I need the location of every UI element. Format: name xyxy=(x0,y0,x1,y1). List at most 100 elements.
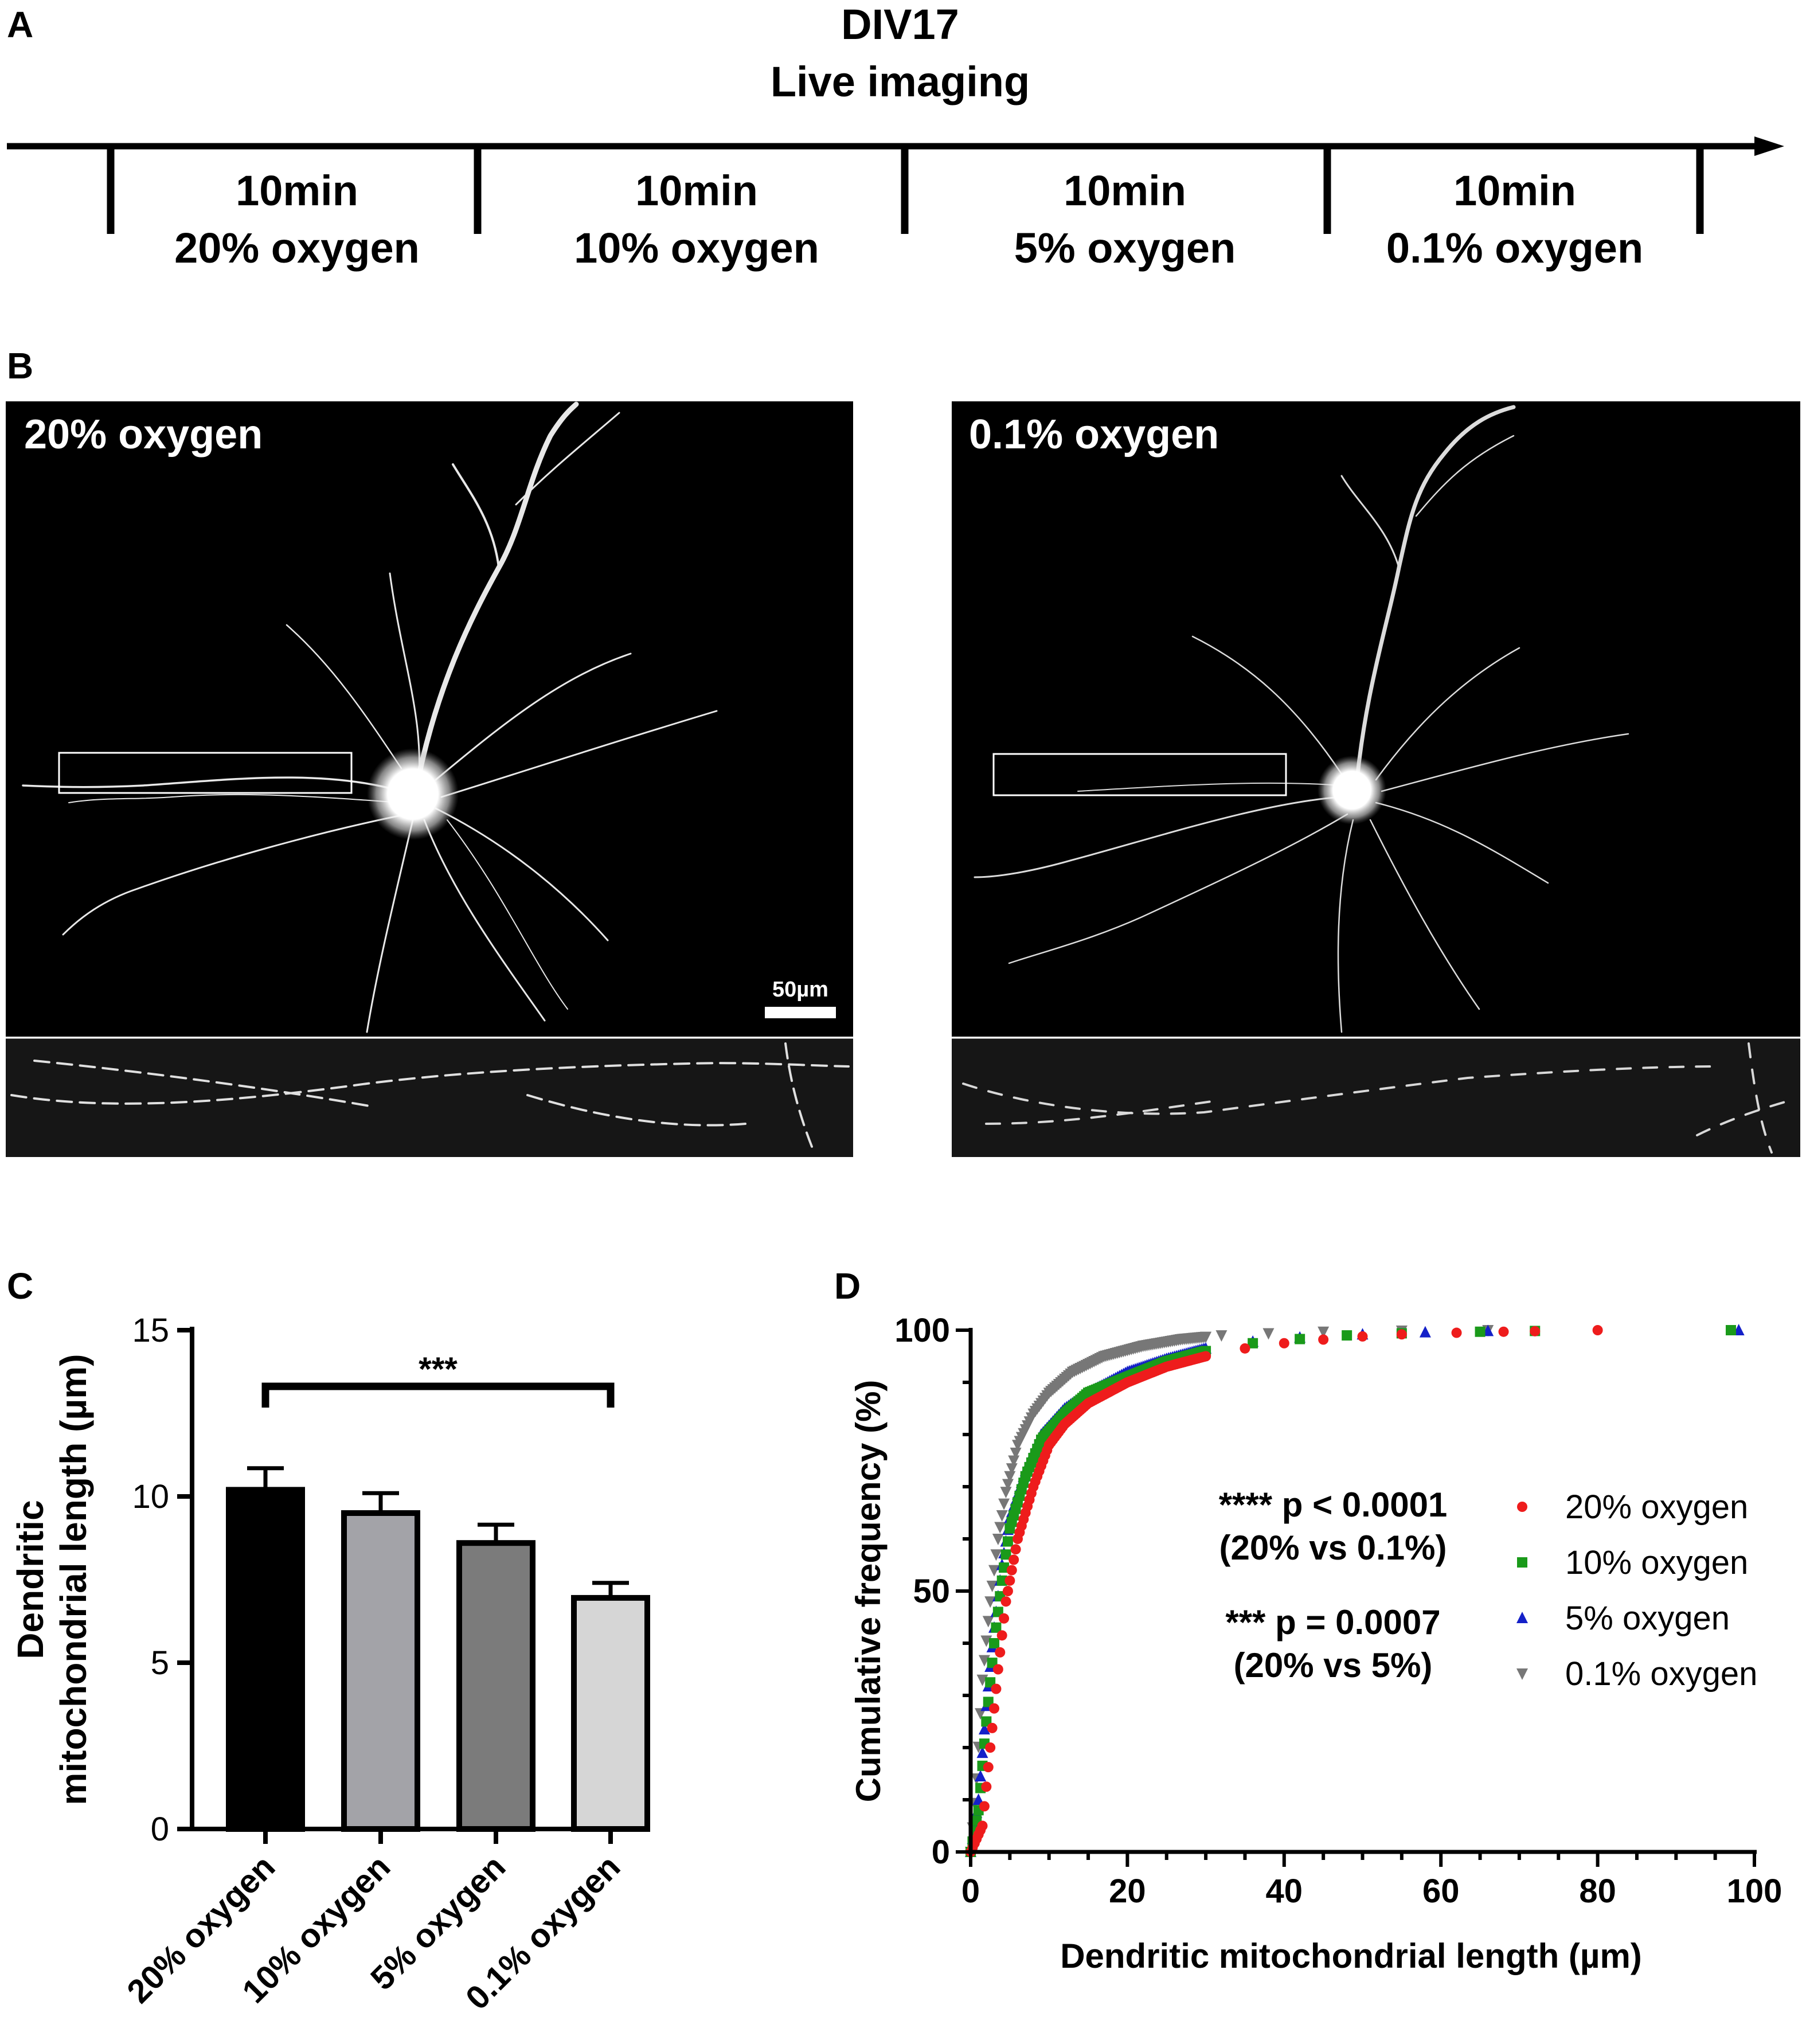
legend-label: 0.1% oxygen xyxy=(1565,1655,1757,1693)
data-point xyxy=(972,1793,984,1805)
data-point xyxy=(1000,1549,1011,1560)
panel-c-letter: C xyxy=(7,1265,33,1307)
data-point xyxy=(992,1534,1004,1545)
x-tick-label: 60 xyxy=(1422,1873,1460,1910)
data-point xyxy=(978,1723,990,1735)
phase-condition: 0.1% oxygen xyxy=(1386,224,1643,272)
data-point xyxy=(981,1781,992,1792)
data-point xyxy=(1318,1326,1330,1338)
data-point xyxy=(1215,1330,1228,1342)
phase-duration: 10min xyxy=(1064,167,1186,214)
data-point xyxy=(1006,1565,1017,1576)
data-point xyxy=(984,1596,996,1608)
data-point xyxy=(977,1820,988,1831)
data-point xyxy=(990,1549,1002,1561)
data-point xyxy=(991,1683,1002,1694)
bar xyxy=(226,1487,305,1832)
data-point xyxy=(1357,1331,1368,1342)
data-point xyxy=(1200,1331,1212,1343)
data-point xyxy=(992,1664,1003,1675)
data-point xyxy=(975,1770,987,1782)
data-point xyxy=(995,1647,1006,1658)
legend-label: 20% oxygen xyxy=(1565,1488,1748,1526)
micrograph-20-oxygen: 20% oxygen 50µm xyxy=(6,401,853,1037)
data-point xyxy=(1295,1334,1305,1345)
micrograph-label: 0.1% oxygen xyxy=(969,412,1219,458)
legend-label: 10% oxygen xyxy=(1565,1544,1748,1581)
stat-annotation: *** p = 0.0007 xyxy=(1225,1603,1440,1642)
data-point xyxy=(989,1703,1000,1714)
panel-d-letter: D xyxy=(834,1265,861,1307)
data-point xyxy=(1006,1463,1018,1475)
data-point xyxy=(1248,1338,1258,1349)
data-point xyxy=(1517,1557,1527,1568)
data-point xyxy=(1004,1471,1016,1483)
data-point xyxy=(1008,1455,1020,1467)
y-tick-label: 10 xyxy=(132,1478,169,1515)
y-tick-label: 100 xyxy=(894,1312,950,1349)
bar xyxy=(456,1540,535,1832)
scale-bar xyxy=(765,1007,836,1018)
stat-annotation: (20% vs 0.1%) xyxy=(1219,1529,1447,1567)
panel-b-letter: B xyxy=(7,345,33,386)
x-tick-label: 100 xyxy=(1727,1873,1782,1910)
data-point xyxy=(996,1575,1007,1586)
phase-condition: 20% oxygen xyxy=(174,224,420,272)
y-axis-title: Cumulative frequency (%) xyxy=(849,1380,888,1803)
data-point xyxy=(998,1498,1010,1510)
bar-chart: 0 5 10 15 Dendritic mitochondrial length (µm)… xyxy=(10,1312,650,2017)
data-point xyxy=(1262,1328,1275,1340)
panel-b: B 20% oxygen 50µ xyxy=(6,345,1800,1157)
data-point xyxy=(1475,1326,1486,1337)
panel-a: A DIV17 Live imaging 10min 20% oxygen 10… xyxy=(7,1,1784,272)
data-point xyxy=(1008,1554,1019,1565)
phase-duration: 10min xyxy=(635,167,758,214)
x-axis-title: Dendritic mitochondrial length (µm) xyxy=(1060,1937,1642,1975)
data-point xyxy=(1201,1351,1211,1362)
stat-annotation: (20% vs 5%) xyxy=(1234,1646,1433,1685)
data-point xyxy=(991,1622,1002,1633)
x-tick-label: 20 xyxy=(1109,1873,1146,1910)
significance-stars: *** xyxy=(419,1351,458,1388)
panel-a-letter: A xyxy=(7,4,33,45)
data-point xyxy=(1516,1668,1528,1680)
data-point xyxy=(1342,1330,1352,1341)
y-tick-label: 15 xyxy=(132,1312,169,1349)
data-point xyxy=(1004,1575,1015,1586)
data-point xyxy=(1498,1326,1509,1337)
bar xyxy=(341,1510,420,1832)
data-point xyxy=(979,1801,990,1812)
phase-duration: 10min xyxy=(1453,167,1576,214)
y-tick-label: 0 xyxy=(151,1811,169,1848)
data-point xyxy=(1396,1329,1407,1340)
data-point xyxy=(1318,1334,1329,1345)
data-point xyxy=(983,1762,994,1773)
series-20-oxygen xyxy=(965,1325,1603,1857)
data-point xyxy=(1002,1479,1014,1491)
phase-condition: 5% oxygen xyxy=(1014,224,1236,272)
data-point xyxy=(1530,1326,1541,1336)
data-point xyxy=(1419,1326,1431,1338)
data-point xyxy=(1279,1338,1289,1349)
data-point xyxy=(1451,1327,1462,1338)
data-point xyxy=(996,1630,1007,1641)
bar xyxy=(571,1594,650,1832)
data-point xyxy=(982,1616,994,1628)
data-point xyxy=(986,1580,998,1592)
data-point xyxy=(976,1746,988,1758)
data-point xyxy=(1002,1536,1013,1547)
data-point xyxy=(1516,1612,1528,1623)
data-point xyxy=(985,1742,996,1753)
y-axis-title: Dendritic xyxy=(10,1500,51,1659)
timeline-title: DIV17 xyxy=(841,1,959,48)
x-tick-label: 80 xyxy=(1579,1873,1616,1910)
y-tick-label: 50 xyxy=(913,1573,950,1610)
data-point xyxy=(994,1522,1006,1534)
panel-d: D 0 50 100 0 20 40 60 80 100 Dendritic mitochondr… xyxy=(834,1265,1782,1975)
significance-bracket xyxy=(261,1382,615,1408)
x-tick-label: 0 xyxy=(961,1873,980,1910)
timeline-subtitle: Live imaging xyxy=(771,58,1030,105)
data-point xyxy=(996,1510,1008,1522)
data-point xyxy=(1725,1325,1736,1335)
